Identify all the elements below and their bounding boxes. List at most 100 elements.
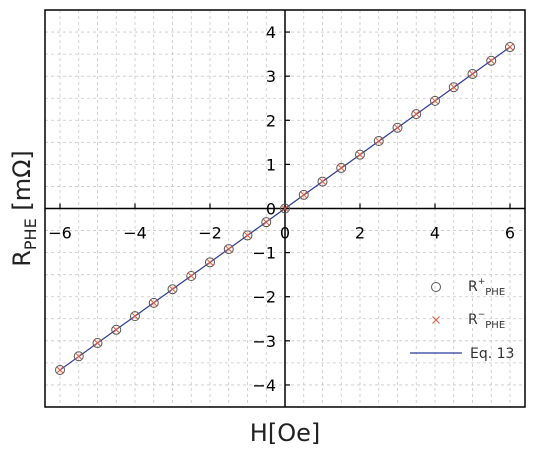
y-axis-label-sub: PHE (21, 218, 40, 250)
x-stroke (337, 164, 345, 172)
x-stroke (431, 97, 439, 105)
x-stroke (506, 43, 514, 51)
r-minus-point (468, 70, 477, 78)
x-stroke (56, 366, 64, 374)
x-stroke (187, 272, 195, 280)
legend-circle-marker (431, 282, 441, 292)
x-stroke (450, 83, 458, 91)
r-plus-point (148, 297, 159, 308)
x-stroke (393, 124, 402, 132)
r-plus-point (261, 217, 272, 228)
y-tick-label: 4 (266, 23, 276, 42)
x-stroke (225, 245, 233, 253)
r-minus-point (56, 366, 64, 374)
x-stroke (93, 339, 102, 347)
legend-item-r-plus: R+PHE (431, 277, 505, 298)
x-tick-label: 0 (280, 224, 290, 243)
r-plus-point (186, 270, 197, 281)
x-tick-label: 4 (430, 224, 440, 243)
x-stroke (75, 352, 83, 360)
y-tick-label: 0 (266, 200, 276, 219)
r-plus-point (223, 244, 234, 255)
legend-item-eq13: Eq. 13 (410, 346, 514, 362)
legend-item-r-minus: R−PHE (432, 310, 505, 331)
r-minus-point (75, 352, 83, 360)
r-minus-point (356, 151, 364, 159)
y-tick-label: 3 (266, 67, 276, 86)
x-stroke (318, 178, 327, 186)
r-plus-point (448, 82, 459, 93)
legend-label-r-plus: R+PHE (468, 277, 505, 298)
r-plus-point (298, 189, 309, 200)
r-plus-point (486, 55, 497, 66)
x-axis-label: H[Oe] (250, 419, 320, 447)
legend-r-minus-sup: − (478, 310, 486, 320)
r-minus-point (281, 204, 289, 213)
legend-r-plus-main: R (468, 279, 478, 295)
r-plus-point (317, 176, 328, 187)
y-axis-label-unit: [mΩ] (8, 150, 36, 218)
y-tick-label: 1 (266, 155, 276, 174)
y-tick-label: 2 (266, 111, 276, 130)
x-stroke (150, 299, 158, 307)
r-minus-point (131, 312, 139, 320)
r-plus-point (205, 257, 215, 268)
x-stroke (487, 57, 495, 65)
legend-label-eq13: Eq. 13 (470, 346, 514, 362)
r-minus-point (393, 124, 402, 132)
legend-label-r-minus: R−PHE (468, 310, 505, 331)
data-marks (55, 42, 515, 375)
x-stroke (356, 151, 364, 159)
x-stroke (243, 231, 252, 239)
legend-x-shape (432, 316, 440, 324)
y-tick-label: −4 (252, 376, 276, 395)
r-plus-point (373, 136, 384, 147)
r-plus-point (55, 364, 65, 375)
r-plus-point (392, 122, 403, 133)
r-minus-point (262, 218, 270, 226)
legend-r-plus-sup: + (478, 277, 486, 287)
x-stroke (432, 316, 440, 324)
r-minus-point (375, 137, 383, 145)
legend-r-minus-sub: PHE (485, 320, 505, 331)
r-plus-point (130, 311, 140, 322)
r-plus-point (467, 68, 478, 79)
legend-r-plus-sub: PHE (485, 287, 505, 298)
r-plus-point (73, 351, 84, 362)
x-stroke (412, 110, 420, 118)
r-minus-point (337, 164, 345, 172)
r-minus-point (243, 231, 252, 239)
x-stroke (300, 191, 308, 199)
x-tick-label: −2 (198, 224, 222, 243)
r-minus-point (150, 299, 158, 307)
r-plus-point (411, 109, 422, 120)
x-tick-label: −4 (123, 224, 147, 243)
x-stroke (112, 326, 120, 334)
r-plus-point (430, 95, 440, 106)
y-tick-label: −2 (252, 288, 276, 307)
r-minus-point (225, 245, 233, 253)
r-minus-point (487, 57, 495, 65)
r-minus-point (206, 258, 214, 266)
y-axis-label-main: R (8, 250, 36, 267)
x-tick-label: 2 (355, 224, 365, 243)
x-tick-label: 6 (505, 224, 515, 243)
r-minus-point (168, 285, 177, 293)
r-minus-point (450, 83, 458, 91)
r-plus-point (505, 42, 515, 53)
r-minus-point (112, 326, 120, 334)
r-plus-point (280, 203, 290, 214)
r-plus-point (336, 162, 347, 173)
r-minus-point (412, 110, 420, 118)
x-stroke (468, 70, 477, 78)
x-tick-label: −6 (48, 224, 72, 243)
x-stroke (206, 258, 214, 266)
legend: R+PHE R−PHE Eq. 13 (410, 277, 514, 362)
r-plus-point (242, 230, 253, 241)
y-tick-label: −3 (252, 332, 276, 351)
x-stroke (281, 204, 289, 213)
y-tick-label: −1 (252, 244, 276, 263)
r-plus-point (92, 338, 103, 349)
